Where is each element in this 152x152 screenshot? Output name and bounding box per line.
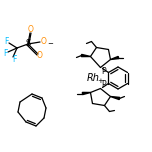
Text: O: O xyxy=(37,50,43,59)
Text: P: P xyxy=(101,67,106,76)
Polygon shape xyxy=(111,56,119,59)
Text: Rh: Rh xyxy=(86,73,99,83)
Text: F: F xyxy=(12,55,16,64)
Text: O: O xyxy=(28,26,34,35)
Text: −: − xyxy=(47,41,53,47)
Polygon shape xyxy=(82,92,90,95)
Text: P: P xyxy=(101,80,106,89)
Text: F: F xyxy=(4,38,8,47)
Text: +: + xyxy=(97,78,103,84)
Text: O: O xyxy=(41,38,47,47)
Text: S: S xyxy=(25,40,31,48)
Text: F: F xyxy=(3,48,7,57)
Polygon shape xyxy=(111,97,120,100)
Polygon shape xyxy=(81,54,90,57)
